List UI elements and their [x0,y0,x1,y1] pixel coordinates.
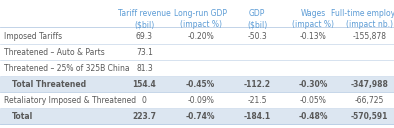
Text: Wages
(impact %): Wages (impact %) [292,9,335,29]
Text: -0.30%: -0.30% [299,80,328,89]
Text: -0.74%: -0.74% [186,112,216,121]
Text: -155,878: -155,878 [353,32,387,41]
Text: GDP
($bil): GDP ($bil) [247,9,267,29]
Text: -0.09%: -0.09% [187,96,214,105]
Text: -0.13%: -0.13% [300,32,327,41]
Text: 154.4: 154.4 [132,80,156,89]
Text: 0: 0 [142,96,147,105]
FancyBboxPatch shape [0,109,394,125]
Text: Retaliatory Imposed & Threatened: Retaliatory Imposed & Threatened [4,96,136,105]
Text: -50.3: -50.3 [247,32,267,41]
Text: -0.05%: -0.05% [300,96,327,105]
Text: -0.20%: -0.20% [188,32,214,41]
Text: Total Threatened: Total Threatened [12,80,86,89]
Text: 223.7: 223.7 [132,112,156,121]
Text: Full-time employees
(impact nb.): Full-time employees (impact nb.) [331,9,394,29]
Text: 81.3: 81.3 [136,64,153,73]
Text: 69.3: 69.3 [136,32,153,41]
Text: -0.48%: -0.48% [299,112,328,121]
Text: -184.1: -184.1 [243,112,271,121]
Text: -66,725: -66,725 [355,96,385,105]
Text: -570,591: -570,591 [351,112,388,121]
Text: -0.45%: -0.45% [186,80,216,89]
Text: 73.1: 73.1 [136,48,153,57]
Text: Threatened – 25% of 325B China: Threatened – 25% of 325B China [4,64,130,73]
Text: Long-run GDP
(impact %): Long-run GDP (impact %) [174,9,227,29]
FancyBboxPatch shape [0,77,394,93]
Text: Threatened – Auto & Parts: Threatened – Auto & Parts [4,48,105,57]
Text: Tariff revenue
($bil): Tariff revenue ($bil) [118,9,171,29]
Text: Imposed Tariffs: Imposed Tariffs [4,32,62,41]
Text: -112.2: -112.2 [243,80,271,89]
Text: -21.5: -21.5 [247,96,267,105]
Text: -347,988: -347,988 [351,80,389,89]
Text: Total: Total [12,112,33,121]
